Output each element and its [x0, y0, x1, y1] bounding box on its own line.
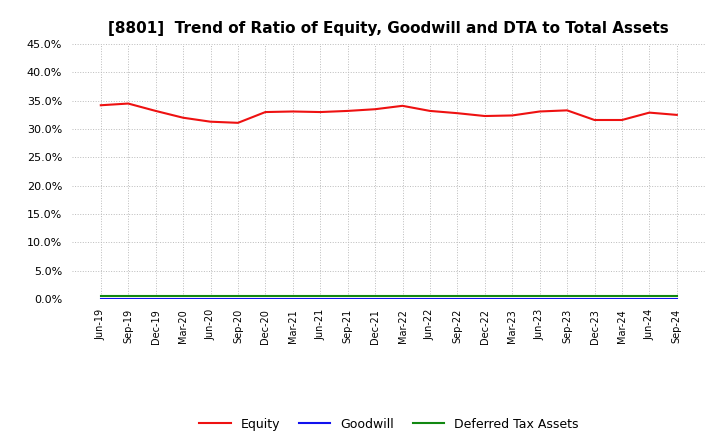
Goodwill — [453, 296, 462, 301]
Equity — [289, 109, 297, 114]
Goodwill — [316, 296, 325, 301]
Equity — [316, 110, 325, 115]
Deferred Tax Assets — [672, 293, 681, 298]
Equity — [398, 103, 407, 108]
Title: [8801]  Trend of Ratio of Equity, Goodwill and DTA to Total Assets: [8801] Trend of Ratio of Equity, Goodwil… — [109, 21, 669, 36]
Equity — [96, 103, 105, 108]
Deferred Tax Assets — [261, 293, 270, 298]
Deferred Tax Assets — [398, 293, 407, 298]
Goodwill — [206, 296, 215, 301]
Equity — [124, 101, 132, 106]
Equity — [508, 113, 516, 118]
Deferred Tax Assets — [480, 293, 489, 298]
Goodwill — [645, 296, 654, 301]
Goodwill — [672, 296, 681, 301]
Deferred Tax Assets — [426, 293, 434, 298]
Equity — [672, 112, 681, 117]
Deferred Tax Assets — [316, 293, 325, 298]
Deferred Tax Assets — [508, 293, 516, 298]
Deferred Tax Assets — [151, 293, 160, 298]
Equity — [233, 120, 242, 125]
Equity — [151, 108, 160, 114]
Equity — [645, 110, 654, 115]
Equity — [371, 106, 379, 112]
Deferred Tax Assets — [343, 293, 352, 298]
Goodwill — [590, 296, 599, 301]
Deferred Tax Assets — [590, 293, 599, 298]
Goodwill — [124, 296, 132, 301]
Deferred Tax Assets — [371, 293, 379, 298]
Goodwill — [289, 296, 297, 301]
Deferred Tax Assets — [96, 293, 105, 298]
Goodwill — [398, 296, 407, 301]
Equity — [453, 110, 462, 116]
Deferred Tax Assets — [645, 293, 654, 298]
Equity — [179, 115, 187, 121]
Goodwill — [480, 296, 489, 301]
Goodwill — [508, 296, 516, 301]
Deferred Tax Assets — [453, 293, 462, 298]
Goodwill — [536, 296, 544, 301]
Goodwill — [233, 296, 242, 301]
Deferred Tax Assets — [124, 293, 132, 298]
Goodwill — [371, 296, 379, 301]
Equity — [206, 119, 215, 125]
Goodwill — [343, 296, 352, 301]
Deferred Tax Assets — [618, 293, 626, 298]
Goodwill — [426, 296, 434, 301]
Goodwill — [563, 296, 572, 301]
Deferred Tax Assets — [536, 293, 544, 298]
Equity — [536, 109, 544, 114]
Deferred Tax Assets — [179, 293, 187, 298]
Equity — [480, 114, 489, 119]
Equity — [618, 117, 626, 123]
Deferred Tax Assets — [206, 293, 215, 298]
Deferred Tax Assets — [233, 293, 242, 298]
Goodwill — [96, 296, 105, 301]
Goodwill — [618, 296, 626, 301]
Equity — [590, 117, 599, 123]
Legend: Equity, Goodwill, Deferred Tax Assets: Equity, Goodwill, Deferred Tax Assets — [194, 413, 583, 436]
Equity — [563, 108, 572, 113]
Deferred Tax Assets — [289, 293, 297, 298]
Equity — [343, 108, 352, 114]
Goodwill — [151, 296, 160, 301]
Line: Equity: Equity — [101, 103, 677, 123]
Equity — [261, 110, 270, 115]
Goodwill — [261, 296, 270, 301]
Goodwill — [179, 296, 187, 301]
Equity — [426, 108, 434, 114]
Deferred Tax Assets — [563, 293, 572, 298]
